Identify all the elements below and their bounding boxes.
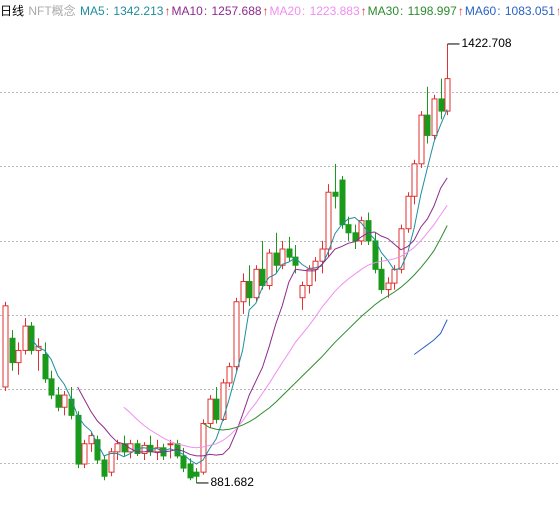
candle-body (2, 305, 9, 388)
candle-body (240, 280, 247, 303)
candle-body (325, 191, 332, 250)
candle-body (365, 220, 372, 242)
extreme-label: 1422.708 (462, 36, 512, 50)
legend-value: 1257.688 (211, 4, 262, 18)
candle-body (167, 443, 174, 446)
candle-body (378, 268, 385, 291)
legend-sep: : (301, 4, 309, 18)
candle-body (213, 398, 220, 420)
candle-body (444, 78, 451, 112)
candle-body (226, 366, 233, 384)
legend-sep: : (105, 4, 113, 18)
legend-sep: : (497, 4, 504, 18)
ma-line (413, 319, 448, 355)
grid (0, 92, 559, 464)
candle-body (438, 98, 445, 112)
candle-body (253, 268, 260, 299)
legend-value: 1083.051 (504, 4, 555, 18)
candle-body (180, 455, 187, 469)
candle-body (75, 414, 82, 465)
candles (2, 43, 451, 483)
candle-body (431, 98, 438, 136)
candle-body (101, 459, 108, 477)
candle-body (332, 191, 339, 197)
candle-body (312, 260, 319, 270)
candle-body (306, 268, 313, 287)
candle-body (127, 443, 134, 453)
chart-subtitle: NFT概念 (28, 4, 76, 18)
candle-body (279, 248, 286, 266)
candle-body (424, 114, 431, 136)
candle-body (266, 252, 273, 287)
ma-line (123, 205, 448, 449)
candle-body (292, 256, 299, 266)
ma-line (202, 225, 448, 431)
legend-name: MA30 (367, 4, 399, 18)
candle-body (220, 382, 227, 420)
candle-body (259, 268, 266, 287)
chart-title: 日线 (0, 4, 25, 18)
candle-body (48, 378, 55, 396)
candle-body (9, 337, 16, 364)
ma-line (31, 109, 448, 465)
candle-body (61, 394, 68, 408)
candle-body (22, 325, 29, 351)
candle-body (81, 443, 88, 465)
candle-body (345, 224, 352, 234)
candle-body (273, 252, 280, 266)
legend-name: MA5 (80, 4, 105, 18)
candle-body (94, 439, 101, 461)
candle-body (339, 179, 346, 226)
candle-body (187, 463, 194, 479)
candle-body (141, 444, 148, 454)
legend-trend: ↑ (164, 4, 171, 18)
candle-body (68, 398, 75, 416)
candle-body (246, 280, 253, 299)
candle-body (193, 471, 200, 477)
legend-value: 1223.883 (309, 4, 360, 18)
legend-name: MA20 (269, 4, 301, 18)
legend-name: MA10 (171, 4, 203, 18)
candle-body (88, 435, 95, 445)
legend-trend: ↑ (262, 4, 269, 18)
candle-body (358, 220, 365, 242)
candle-body (108, 451, 115, 473)
candle-body (319, 248, 326, 262)
candle-body (411, 163, 418, 197)
ma-line (77, 177, 448, 457)
legend-sep: : (203, 4, 211, 18)
extreme-label: 881.682 (211, 475, 255, 489)
candle-body (15, 349, 22, 364)
legend-trend: ↑ (555, 4, 559, 18)
candle-body (207, 398, 214, 424)
candle-body (28, 325, 35, 351)
legend: 日线 NFT概念 MA5: 1342.213↑MA10: 1257.688↑MA… (0, 2, 559, 19)
legend-trend: ↑ (457, 4, 464, 18)
candle-body (55, 394, 62, 408)
candle-body (405, 195, 412, 230)
candle-body (286, 248, 293, 258)
candle-body (114, 443, 121, 453)
candle-body (418, 114, 425, 165)
legend-sep: : (400, 4, 407, 18)
candle-body (200, 422, 207, 473)
candle-body (391, 268, 398, 284)
legend-value: 1198.997 (407, 4, 457, 18)
legend-name: MA60 (464, 4, 497, 18)
legend-trend: ↑ (360, 4, 367, 18)
legend-value: 1342.213 (113, 4, 164, 18)
candle-body (233, 301, 240, 368)
candle-body (42, 354, 49, 380)
candle-body (299, 285, 306, 299)
candle-body (385, 282, 392, 291)
